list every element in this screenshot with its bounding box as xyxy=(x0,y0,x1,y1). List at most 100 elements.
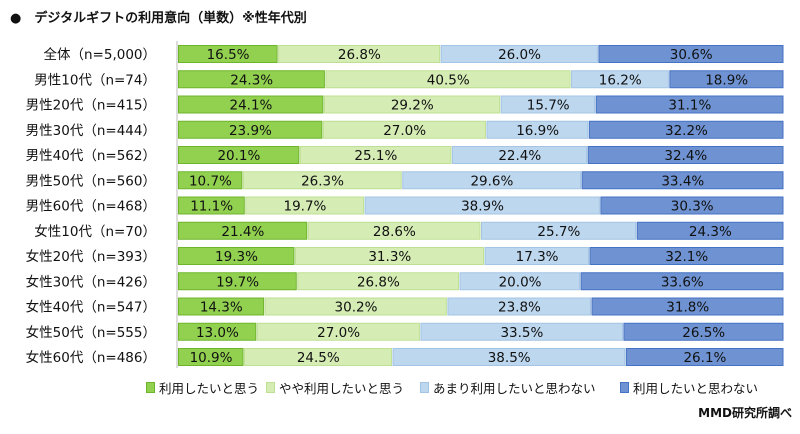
category-label: 男性60代（n=468） xyxy=(26,199,156,215)
data-label: 11.1% xyxy=(190,199,233,215)
category-label: 女性40代（n=547） xyxy=(26,299,156,316)
data-label: 30.3% xyxy=(671,199,714,215)
bar-segment xyxy=(178,70,325,89)
bar-segment xyxy=(581,171,784,190)
data-label: 20.1% xyxy=(217,148,260,164)
data-label: 38.5% xyxy=(488,350,531,366)
data-label: 31.3% xyxy=(368,249,411,265)
chart-title: ● デジタルギフトの利用意向（単数）※性年代別 xyxy=(10,11,307,26)
bar-segment xyxy=(264,297,447,316)
bar-segment xyxy=(447,297,591,316)
data-label: 26.1% xyxy=(683,350,726,366)
bar-segment xyxy=(178,171,243,190)
data-label: 14.3% xyxy=(200,300,243,316)
category-label: 女性20代（n=393） xyxy=(26,248,156,265)
bar-segment xyxy=(484,247,589,265)
data-label: 10.9% xyxy=(190,350,233,366)
data-label: 26.8% xyxy=(338,47,381,63)
data-label: 29.6% xyxy=(470,173,513,189)
data-label: 22.4% xyxy=(498,148,541,164)
data-label: 25.7% xyxy=(537,224,580,240)
bar-segment xyxy=(600,196,784,215)
bar-segment xyxy=(500,95,596,114)
bar-segment xyxy=(278,45,441,63)
bar-segment xyxy=(322,120,486,139)
data-label: 27.0% xyxy=(317,325,360,341)
bar-segment xyxy=(598,45,784,63)
bar-segment xyxy=(402,171,582,190)
legend-label: やや利用したいと思う xyxy=(279,381,405,396)
data-label: 25.1% xyxy=(354,148,397,164)
bar-segment xyxy=(325,70,571,89)
data-label: 40.5% xyxy=(427,72,470,88)
data-label: 27.0% xyxy=(383,123,426,139)
data-label: 24.5% xyxy=(297,350,340,366)
data-label: 28.6% xyxy=(373,224,416,240)
bar-segment xyxy=(294,247,485,265)
bar-segment xyxy=(420,322,623,341)
category-label: 女性10代（n=70） xyxy=(34,223,156,240)
data-label: 26.0% xyxy=(498,47,541,63)
bar-segment xyxy=(571,70,669,89)
bar-segment xyxy=(580,272,784,291)
bar-segment xyxy=(669,70,784,89)
bar-segment xyxy=(589,247,784,265)
data-label: 23.8% xyxy=(498,300,541,316)
legend-swatch xyxy=(146,382,155,393)
data-label: 29.2% xyxy=(391,98,434,114)
data-label: 16.2% xyxy=(599,72,642,88)
bar-segment xyxy=(245,196,365,215)
data-label: 23.9% xyxy=(229,123,272,139)
bar-segment xyxy=(178,95,324,114)
data-label: 16.9% xyxy=(516,123,559,139)
bar-segment xyxy=(178,196,245,215)
bar-segment xyxy=(242,171,402,190)
bar-segment xyxy=(297,272,460,291)
bar-segment xyxy=(178,146,300,164)
data-label: 38.9% xyxy=(461,199,504,215)
legend-swatch xyxy=(266,382,275,393)
category-label: 全体（n=5,000） xyxy=(43,46,156,63)
category-label: 男性40代（n=562） xyxy=(26,148,156,164)
data-label: 32.2% xyxy=(665,123,708,139)
bar-segment xyxy=(364,196,600,215)
bar-segment xyxy=(178,297,265,316)
bar-segment xyxy=(178,120,323,139)
data-label: 15.7% xyxy=(527,98,570,114)
bar-segment xyxy=(178,348,244,366)
data-label: 24.3% xyxy=(230,72,273,88)
data-label: 30.2% xyxy=(335,300,378,316)
bar-segment xyxy=(178,322,257,341)
bar-segment xyxy=(307,221,481,240)
data-label: 32.1% xyxy=(665,249,708,265)
data-label: 18.9% xyxy=(705,72,748,88)
bar-segment xyxy=(256,322,420,341)
bar-segment xyxy=(323,95,501,114)
data-label: 33.4% xyxy=(661,173,704,189)
legend-item-2: やや利用したいと思う xyxy=(266,378,404,397)
category-label: 女性30代（n=426） xyxy=(26,273,156,290)
data-label: 26.5% xyxy=(682,325,725,341)
data-label: 16.5% xyxy=(207,47,250,63)
bar-segment xyxy=(178,221,308,240)
bar-segment xyxy=(591,297,784,316)
bar-segment xyxy=(178,247,295,265)
bar-segment xyxy=(481,221,637,240)
legend-swatch xyxy=(620,382,629,393)
category-label: 男性10代（n=74） xyxy=(34,72,156,88)
category-label: 男性20代（n=415） xyxy=(26,98,156,114)
data-label: 31.1% xyxy=(668,98,711,114)
data-label: 33.6% xyxy=(661,274,704,290)
data-label: 33.5% xyxy=(500,325,543,341)
bar-segment xyxy=(451,146,588,164)
bar-segment xyxy=(244,348,393,366)
category-label: 女性50代（n=555） xyxy=(26,324,156,341)
data-label: 17.3% xyxy=(516,249,559,265)
bar-segment xyxy=(299,146,452,164)
legend-label: 利用したいと思わない xyxy=(633,381,759,396)
data-label: 21.4% xyxy=(221,224,264,240)
bar-segment xyxy=(636,221,784,240)
legend-item-3: あまり利用したいと思わない xyxy=(420,378,596,397)
